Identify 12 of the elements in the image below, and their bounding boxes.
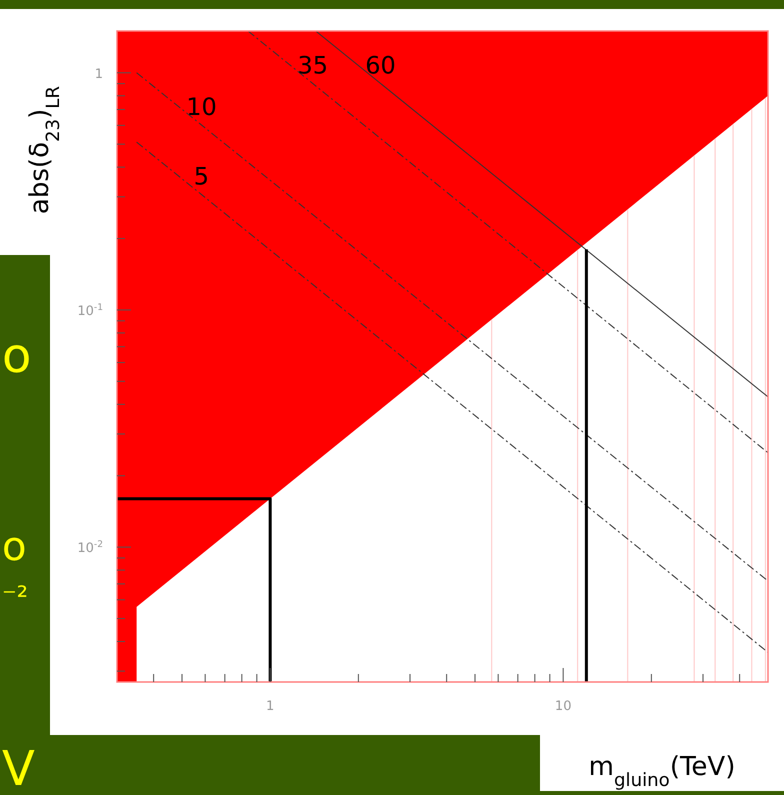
y-tick-label: 1 bbox=[94, 66, 103, 82]
text: ⁻² bbox=[2, 580, 28, 613]
series-label: 60 bbox=[365, 51, 396, 80]
y-tick-label: 10$^{-2}$ bbox=[77, 540, 103, 556]
series-label: 35 bbox=[297, 51, 328, 80]
series-label: 10 bbox=[186, 93, 217, 122]
series-label: 5 bbox=[194, 162, 210, 190]
x-axis-title: m$_{gluino}$(TeV) bbox=[588, 752, 736, 790]
text: V bbox=[2, 741, 35, 795]
text: o bbox=[2, 328, 32, 384]
text: o bbox=[2, 524, 26, 570]
y-tick-label: 10$^{-1}$ bbox=[77, 302, 103, 319]
